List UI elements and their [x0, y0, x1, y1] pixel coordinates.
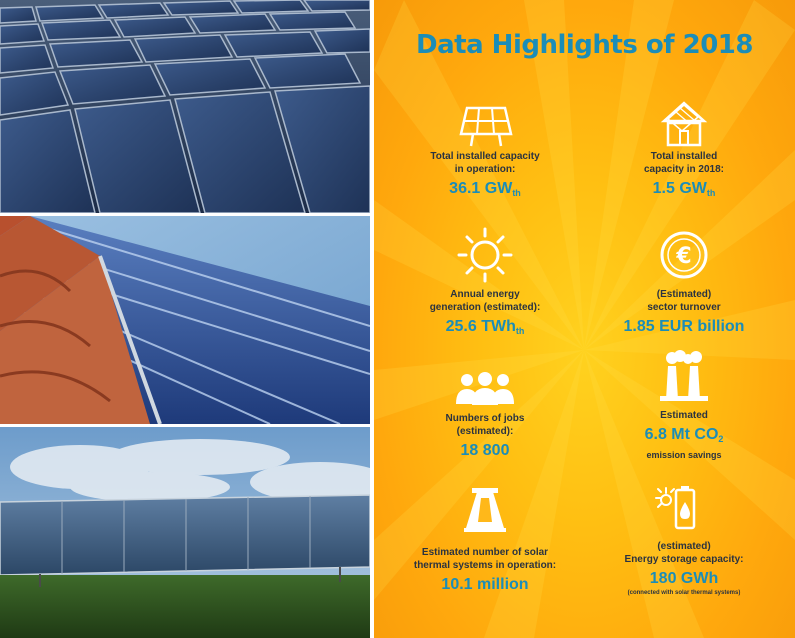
value-text: 6.8 Mt CO — [644, 426, 719, 443]
label-line-2: generation (estimated): — [429, 302, 541, 313]
value-text: 1.5 GW — [652, 180, 707, 197]
value-subscript: th — [515, 326, 525, 336]
label-line-1: Total installed — [650, 151, 718, 162]
value-subscript: 2 — [718, 434, 724, 444]
value-text: 25.6 TWh — [445, 318, 516, 335]
page-title: Data Highlights of 2018 — [416, 30, 753, 60]
label-line-1: Numbers of jobs — [445, 413, 525, 424]
highlight-systems-in-operation: Estimated number of solar thermal system… — [385, 488, 585, 596]
data-highlights-panel: Data Highlights of 2018 Total installed … — [374, 0, 795, 638]
highlight-installed-2018: Total installed capacity in 2018: 1.5 GW… — [584, 95, 784, 204]
label-line-2: in operation: — [454, 164, 516, 175]
photo-flat-plate-field — [0, 427, 370, 638]
value-subscript: th — [706, 188, 716, 198]
value: 25.6 TWhth — [385, 316, 585, 342]
photo-solar-collector-array — [0, 0, 370, 213]
battery-sun-icon — [655, 486, 696, 530]
highlight-total-capacity: Total installed capacity in operation: 3… — [385, 100, 585, 204]
label-line-1: Total installed capacity — [430, 151, 540, 162]
label-line-2: thermal systems in operation: — [413, 560, 557, 571]
sunburst-background — [374, 0, 795, 638]
value: 1.5 GWth — [584, 178, 784, 204]
highlight-emission-savings: Estimated 6.8 Mt CO2 emission savings — [584, 350, 784, 460]
photo-vacuum-tube-collector — [0, 216, 370, 424]
storage-tank-icon — [464, 488, 506, 532]
label-line-2: Energy storage capacity: — [624, 554, 744, 565]
label-line-1: Estimated — [660, 410, 708, 421]
highlight-jobs: Numbers of jobs (estimated): 18 800 — [385, 372, 585, 462]
euro-coin-icon: € — [660, 231, 708, 279]
value-subscript: th — [512, 188, 521, 198]
label-line-1: (estimated) — [657, 541, 711, 552]
value-text: 36.1 GW — [449, 180, 513, 197]
svg-text:€: € — [675, 244, 691, 269]
value: 180 GWh — [649, 570, 719, 587]
value: 10.1 million — [441, 576, 529, 593]
note: emission savings — [646, 450, 722, 460]
sun-icon — [457, 227, 513, 283]
highlight-sector-turnover: € (Estimated) sector turnover 1.85 EUR b… — [584, 230, 784, 338]
label-line-1: Estimated number of solar — [421, 547, 549, 558]
value: 18 800 — [460, 442, 510, 459]
label-line-1: Annual energy — [450, 289, 520, 300]
highlight-storage-capacity: (estimated) Energy storage capacity: 180… — [584, 482, 784, 596]
value: 1.85 EUR billion — [623, 318, 745, 335]
label-line-2: sector turnover — [647, 302, 721, 313]
factory-emissions-icon — [660, 350, 708, 401]
highlight-energy-generation: Annual energy generation (estimated): 25… — [385, 226, 585, 342]
label-line-1: (Estimated) — [656, 289, 712, 300]
note: (connected with solar thermal systems) — [627, 590, 741, 596]
label-line-2: capacity in 2018: — [643, 164, 725, 175]
solar-panel-icon — [459, 106, 513, 147]
value: 36.1 GWth — [385, 178, 585, 204]
value: 6.8 Mt CO2 — [584, 424, 784, 450]
house-solar-roof-icon — [660, 101, 708, 147]
people-icon — [456, 372, 514, 405]
label-line-2: (estimated): — [456, 426, 514, 437]
